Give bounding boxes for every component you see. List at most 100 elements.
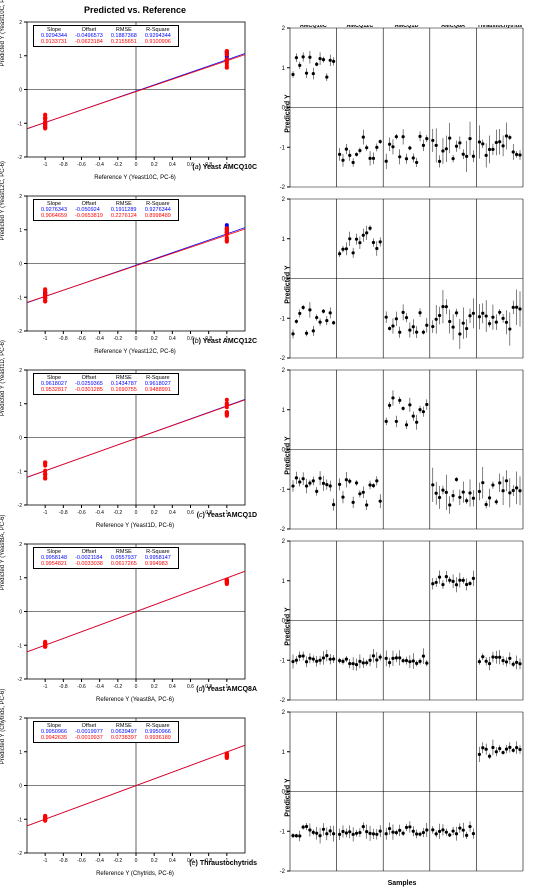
svg-text:0: 0 xyxy=(135,336,138,342)
svg-text:0.4: 0.4 xyxy=(169,858,176,864)
svg-text:-2: -2 xyxy=(18,503,23,509)
svg-text:0.4: 0.4 xyxy=(169,162,176,168)
svg-text:-1: -1 xyxy=(43,162,48,168)
panel-label-b: (b) Yeast AMCQ12C xyxy=(192,338,257,345)
svg-text:0: 0 xyxy=(135,858,138,864)
svg-text:0.2: 0.2 xyxy=(151,510,158,516)
right-panel-0: Predicted Y AMCQ10CAMCQ12CAMCQ1DAMCQ8ATh… xyxy=(267,25,537,194)
svg-text:-0.6: -0.6 xyxy=(77,684,86,690)
svg-text:-0.4: -0.4 xyxy=(95,684,104,690)
svg-text:-0.2: -0.2 xyxy=(114,684,123,690)
xlabel-d: Reference Y (Yeast8A, PC-6) xyxy=(5,697,265,703)
svg-text:-0.4: -0.4 xyxy=(95,336,104,342)
svg-text:-0.6: -0.6 xyxy=(77,510,86,516)
ylabel-b: Predicted Y (Yeast12C, PC-6) xyxy=(0,161,6,240)
panel-label-e: (e) Thraustochytrids xyxy=(189,860,257,867)
panel-label-c: (c) Yeast AMCQ1D xyxy=(197,512,257,519)
svg-text:2: 2 xyxy=(19,368,22,374)
svg-text:0: 0 xyxy=(19,436,22,442)
stats-box-c: SlopeOffsetRMSER-Square 0.9618027-0.0259… xyxy=(33,373,179,395)
left-panel-a: Predicted Y (Yeast10C, PC-6) -1-0.8-0.6-… xyxy=(5,17,265,189)
svg-text:1: 1 xyxy=(19,402,22,408)
svg-text:-2: -2 xyxy=(18,155,23,161)
panel-label-d: (d) Yeast AMCQ8A xyxy=(196,686,257,693)
dot-plot-0: AMCQ10CAMCQ12CAMCQ1DAMCQ8AThraustochytri… xyxy=(267,25,525,198)
stats-box-a: SlopeOffsetRMSER-Square 0.9294344-0.0496… xyxy=(33,25,179,47)
svg-text:-0.8: -0.8 xyxy=(59,684,68,690)
right-ylabel-2: Predicted Y xyxy=(285,436,292,474)
left-panel-b: Predicted Y (Yeast12C, PC-6) -1-0.8-0.6-… xyxy=(5,191,265,363)
svg-text:-1: -1 xyxy=(280,316,286,322)
dot-plot-4: -2-1012 xyxy=(267,709,525,882)
svg-text:-2: -2 xyxy=(18,851,23,857)
right-ylabel-3: Predicted Y xyxy=(285,607,292,645)
xlabel-b: Reference Y (Yeast12C, PC-6) xyxy=(5,349,265,355)
svg-text:2: 2 xyxy=(19,716,22,722)
svg-text:-0.6: -0.6 xyxy=(77,858,86,864)
svg-text:-1: -1 xyxy=(280,658,286,664)
right-ylabel-1: Predicted Y xyxy=(285,265,292,303)
svg-text:-0.2: -0.2 xyxy=(114,162,123,168)
svg-text:2: 2 xyxy=(19,542,22,548)
xlabel-e: Reference Y (Chytrids, PC-6) xyxy=(5,871,265,877)
dot-plot-1: -2-1012 xyxy=(267,196,525,369)
left-panel-d: Predicted Y (Yeast8A, PC-6) -1-0.8-0.6-0… xyxy=(5,539,265,711)
svg-text:-0.8: -0.8 xyxy=(59,858,68,864)
svg-text:-2: -2 xyxy=(18,677,23,683)
svg-text:0: 0 xyxy=(135,510,138,516)
svg-text:AMCQ12C: AMCQ12C xyxy=(346,25,373,29)
svg-text:-1: -1 xyxy=(43,858,48,864)
svg-text:0.4: 0.4 xyxy=(169,684,176,690)
svg-text:-0.2: -0.2 xyxy=(114,510,123,516)
ylabel-e: Predicted Y (Chytrids, PC-6) xyxy=(0,689,6,764)
svg-text:0.2: 0.2 xyxy=(151,336,158,342)
svg-text:-0.2: -0.2 xyxy=(114,858,123,864)
svg-text:0: 0 xyxy=(19,784,22,790)
svg-text:2: 2 xyxy=(282,539,286,545)
svg-text:Thraustochytrids: Thraustochytrids xyxy=(477,25,522,29)
left-panel-e: Predicted Y (Chytrids, PC-6) -1-0.8-0.6-… xyxy=(5,713,265,885)
svg-text:2: 2 xyxy=(282,368,286,374)
svg-text:-0.4: -0.4 xyxy=(95,858,104,864)
svg-text:-0.6: -0.6 xyxy=(77,162,86,168)
right-panel-2: Predicted Y -2-1012 xyxy=(267,367,537,536)
svg-text:2: 2 xyxy=(282,710,286,716)
svg-text:-2: -2 xyxy=(280,356,286,362)
svg-text:1: 1 xyxy=(19,576,22,582)
svg-text:2: 2 xyxy=(282,26,286,32)
svg-text:-1: -1 xyxy=(43,336,48,342)
svg-text:0.6: 0.6 xyxy=(187,510,194,516)
svg-text:-1: -1 xyxy=(43,510,48,516)
svg-text:-0.8: -0.8 xyxy=(59,162,68,168)
svg-text:1: 1 xyxy=(282,66,286,72)
svg-text:-2: -2 xyxy=(18,329,23,335)
svg-text:2: 2 xyxy=(19,194,22,200)
svg-text:0: 0 xyxy=(19,88,22,94)
svg-text:2: 2 xyxy=(282,197,286,203)
svg-text:0: 0 xyxy=(19,262,22,268)
svg-text:-0.8: -0.8 xyxy=(59,336,68,342)
svg-text:AMCQ8A: AMCQ8A xyxy=(441,25,465,29)
svg-text:1: 1 xyxy=(19,228,22,234)
left-column: Predicted vs. Reference Predicted Y (Yea… xyxy=(5,5,265,887)
svg-text:-0.6: -0.6 xyxy=(77,336,86,342)
svg-text:1: 1 xyxy=(282,237,286,243)
right-panel-4: Predicted Y -2-1012 xyxy=(267,709,537,878)
svg-text:0.4: 0.4 xyxy=(169,510,176,516)
right-ylabel-0: Predicted Y xyxy=(285,94,292,132)
right-panel-3: Predicted Y -2-1012 xyxy=(267,538,537,707)
svg-text:0.2: 0.2 xyxy=(151,162,158,168)
svg-text:1: 1 xyxy=(19,54,22,60)
ylabel-c: Predicted Y (Yeast1D, PC-6) xyxy=(0,340,6,416)
ylabel-d: Predicted Y (Yeast8A, PC-6) xyxy=(0,515,6,591)
svg-text:1: 1 xyxy=(19,750,22,756)
svg-text:-0.4: -0.4 xyxy=(95,510,104,516)
svg-text:-1: -1 xyxy=(280,829,286,835)
svg-text:-1: -1 xyxy=(280,487,286,493)
right-panel-1: Predicted Y -2-1012 xyxy=(267,196,537,365)
svg-text:-0.8: -0.8 xyxy=(59,510,68,516)
main-title: Predicted vs. Reference xyxy=(5,5,265,15)
svg-text:-2: -2 xyxy=(280,185,286,191)
svg-text:-0.2: -0.2 xyxy=(114,336,123,342)
svg-text:1: 1 xyxy=(282,750,286,756)
